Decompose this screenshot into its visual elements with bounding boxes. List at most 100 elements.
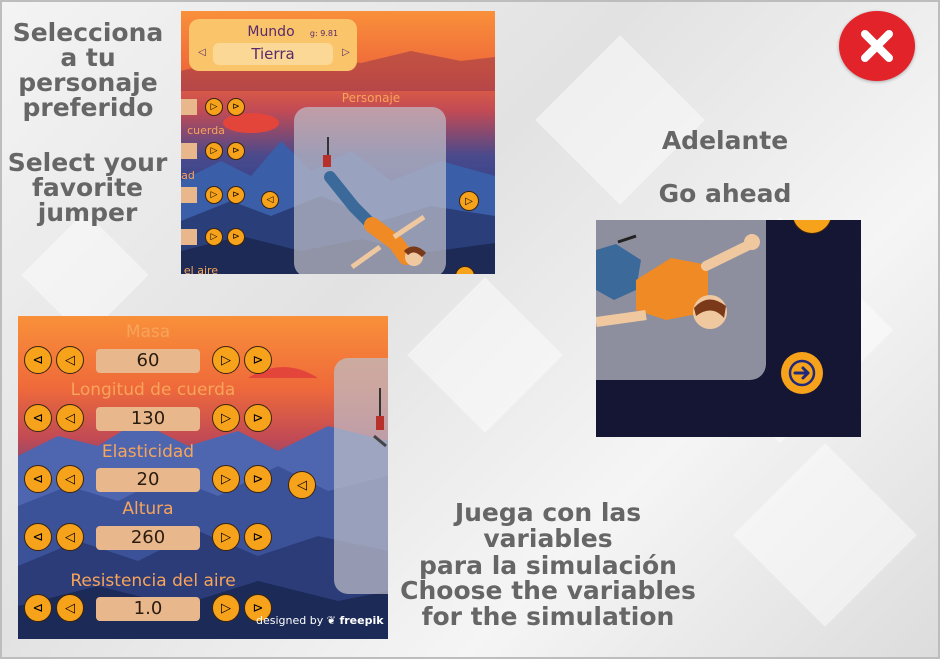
double-arrow-left-icon: ⊲ xyxy=(32,471,44,487)
double-arrow-right-icon: ⊳ xyxy=(252,529,264,545)
jumper-figure xyxy=(373,388,387,448)
arrow-left-icon: ◁ xyxy=(65,352,75,368)
world-value-box xyxy=(213,43,333,65)
elasticity-value: 20 xyxy=(96,468,200,492)
air-increase-button[interactable]: ▷ xyxy=(212,594,240,622)
double-arrow-right-button[interactable]: ⊳ xyxy=(227,228,245,246)
height-increase-button[interactable]: ▷ xyxy=(212,523,240,551)
world-next-arrow-icon[interactable]: ▷ xyxy=(342,47,350,58)
world-prev-arrow-icon[interactable]: ◁ xyxy=(198,47,206,58)
value-box-partial xyxy=(181,229,197,245)
rope-length-value: 130 xyxy=(96,407,200,431)
close-button[interactable] xyxy=(839,11,915,81)
double-arrow-right-icon: ⊳ xyxy=(252,410,264,426)
arrow-right-icon: ▷ xyxy=(210,232,218,242)
double-arrow-right-icon: ⊳ xyxy=(252,471,264,487)
next-arrow-icon xyxy=(788,359,816,387)
air-decrease-fast-button[interactable]: ⊲ xyxy=(24,594,52,622)
character-preview-panel xyxy=(294,107,446,274)
arrow-right-icon: ▷ xyxy=(210,190,218,200)
arrow-right-button[interactable]: ▷ xyxy=(205,142,223,160)
elasticity-decrease-button[interactable]: ◁ xyxy=(56,465,84,493)
arrow-left-icon: ◁ xyxy=(65,600,75,616)
double-arrow-right-button[interactable]: ⊳ xyxy=(227,98,245,116)
world-label: Mundo xyxy=(247,24,295,40)
arrow-left-icon: ◁ xyxy=(65,471,75,487)
character-select-screenshot: Mundo g: 9.81 Tierra ◁ ▷ Personaje cuerd… xyxy=(181,11,495,274)
variables-screenshot: Masa ⊲ ◁ 60 ▷ ⊳ Longitud de cuerda ⊲ ◁ 1… xyxy=(18,316,388,639)
double-arrow-right-icon: ⊳ xyxy=(232,102,240,112)
elasticity-increase-fast-button[interactable]: ⊳ xyxy=(244,465,272,493)
select-character-heading-es: Selecciona a tu personaje preferido xyxy=(12,18,164,122)
double-arrow-right-icon: ⊳ xyxy=(252,352,264,368)
rope-length-label: Longitud de cuerda xyxy=(70,380,236,400)
value-box-partial xyxy=(181,187,197,203)
double-arrow-right-button[interactable]: ⊳ xyxy=(227,186,245,204)
arrow-right-icon: ▷ xyxy=(221,410,231,426)
arrow-left-icon: ◁ xyxy=(65,529,75,545)
double-arrow-left-icon: ⊲ xyxy=(32,600,44,616)
variables-heading-es: Juega con las variables para la simulaci… xyxy=(419,498,677,580)
character-prev-button[interactable]: ◁ xyxy=(261,191,279,209)
jumper-figure xyxy=(596,234,760,329)
elasticity-increase-button[interactable]: ▷ xyxy=(212,465,240,493)
arrow-right-icon: ▷ xyxy=(221,529,231,545)
mass-increase-fast-button[interactable]: ⊳ xyxy=(244,346,272,374)
partial-label-rope: cuerda xyxy=(187,124,225,137)
air-decrease-button[interactable]: ◁ xyxy=(56,594,84,622)
arrow-right-button[interactable]: ▷ xyxy=(205,186,223,204)
partial-label-ad: ad xyxy=(181,169,195,182)
mass-increase-button[interactable]: ▷ xyxy=(212,346,240,374)
arrow-right-icon: ▷ xyxy=(210,102,218,112)
close-icon xyxy=(861,30,893,62)
arrow-right-button[interactable]: ▷ xyxy=(205,228,223,246)
rope-increase-fast-button[interactable]: ⊳ xyxy=(244,404,272,432)
character-label: Personaje xyxy=(341,91,401,105)
arrow-right-button[interactable]: ▷ xyxy=(205,98,223,116)
double-arrow-right-button[interactable]: ⊳ xyxy=(227,142,245,160)
arrow-right-icon: ▷ xyxy=(210,146,218,156)
air-resistance-label: Resistencia del aire xyxy=(70,571,236,591)
height-label: Altura xyxy=(122,499,174,519)
credit-label: designed by xyxy=(256,614,324,627)
double-arrow-left-icon: ⊲ xyxy=(32,529,44,545)
character-next-button[interactable]: ▷ xyxy=(459,191,479,211)
double-arrow-left-icon: ⊲ xyxy=(32,352,44,368)
double-arrow-left-icon: ⊲ xyxy=(32,410,44,426)
world-value: Tierra xyxy=(251,45,295,63)
arrow-right-icon: ▷ xyxy=(221,471,231,487)
value-box-partial xyxy=(181,99,197,115)
double-arrow-right-icon: ⊳ xyxy=(232,232,240,242)
next-button[interactable] xyxy=(781,352,823,394)
double-arrow-right-icon: ⊳ xyxy=(252,600,264,616)
select-character-heading-en: Select your favorite jumper xyxy=(7,148,168,227)
mass-value: 60 xyxy=(96,349,200,373)
credit-text: designed by ❦ freepik xyxy=(256,614,384,627)
arrow-left-icon: ◁ xyxy=(297,477,307,493)
height-decrease-fast-button[interactable]: ⊲ xyxy=(24,523,52,551)
mass-label: Masa xyxy=(125,322,171,342)
arrow-right-icon: ▷ xyxy=(465,195,473,207)
arrow-left-icon: ◁ xyxy=(65,410,75,426)
elasticity-label: Elasticidad xyxy=(101,442,195,462)
go-ahead-heading-en: Go ahead xyxy=(658,179,792,208)
go-ahead-screenshot xyxy=(596,220,861,437)
mass-decrease-button[interactable]: ◁ xyxy=(56,346,84,374)
air-increase-fast-button[interactable]: ⊳ xyxy=(244,594,272,622)
arrow-right-icon: ▷ xyxy=(221,600,231,616)
elasticity-decrease-fast-button[interactable]: ⊲ xyxy=(24,465,52,493)
variables-heading-en: Choose the variables for the simulation xyxy=(400,576,696,632)
rope-decrease-button[interactable]: ◁ xyxy=(56,404,84,432)
arrow-right-icon: ▷ xyxy=(221,352,231,368)
height-decrease-button[interactable]: ◁ xyxy=(56,523,84,551)
height-increase-fast-button[interactable]: ⊳ xyxy=(244,523,272,551)
character-prev-button[interactable]: ◁ xyxy=(288,471,316,499)
gravity-label: g: 9.81 xyxy=(309,29,339,38)
double-arrow-right-icon: ⊳ xyxy=(232,190,240,200)
rope-increase-button[interactable]: ▷ xyxy=(212,404,240,432)
go-ahead-heading-es: Adelante xyxy=(661,126,789,155)
mass-decrease-fast-button[interactable]: ⊲ xyxy=(24,346,52,374)
arrow-left-icon: ◁ xyxy=(266,195,274,205)
rope-decrease-fast-button[interactable]: ⊲ xyxy=(24,404,52,432)
